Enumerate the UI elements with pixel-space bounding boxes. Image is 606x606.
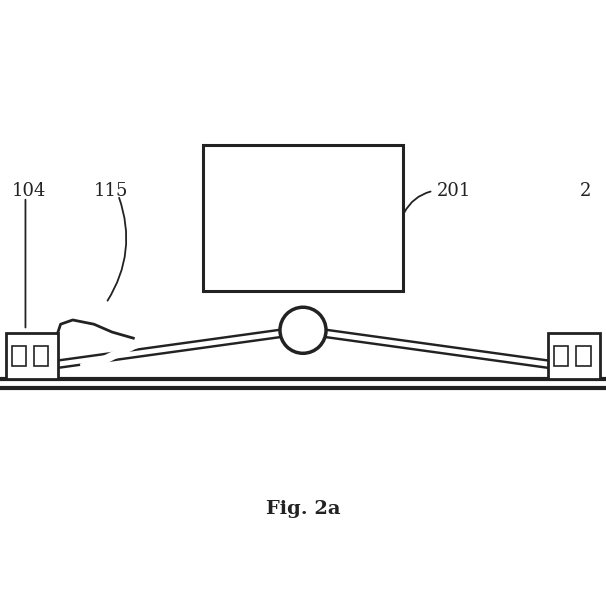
- Bar: [12, 347, 26, 365]
- Text: 2: 2: [579, 182, 591, 200]
- Bar: [554, 347, 568, 365]
- Bar: [34, 347, 48, 365]
- Bar: [203, 145, 403, 291]
- Text: 201: 201: [436, 182, 471, 200]
- Text: 104: 104: [12, 182, 47, 200]
- Circle shape: [280, 307, 326, 353]
- Bar: [576, 347, 591, 365]
- Text: 115: 115: [94, 182, 128, 200]
- Bar: [6, 333, 58, 379]
- Text: Fig. 2a: Fig. 2a: [265, 500, 341, 518]
- Bar: [548, 333, 600, 379]
